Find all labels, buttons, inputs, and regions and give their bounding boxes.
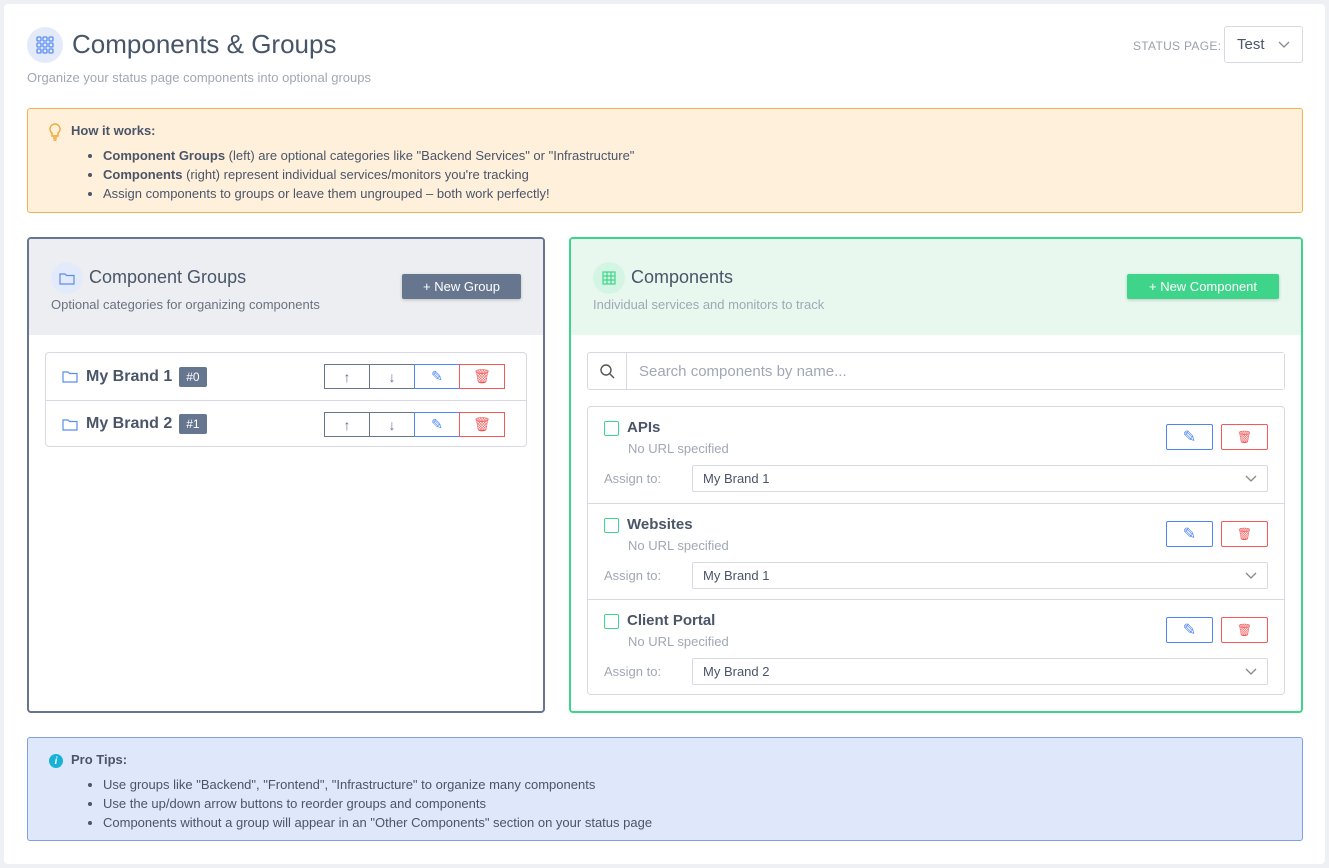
move-down-button[interactable]: ↓ [369, 364, 415, 389]
move-down-button[interactable]: ↓ [369, 412, 415, 437]
select-checkbox[interactable] [604, 614, 619, 629]
assign-label: Assign to: [604, 568, 662, 583]
group-name: My Brand 1 [86, 367, 173, 385]
pro-tips-title: Pro Tips: [71, 752, 128, 767]
component-name: APIs [627, 419, 661, 436]
new-component-button[interactable]: + New Component [1127, 274, 1279, 299]
delete-button[interactable]: 🗑 [1221, 521, 1268, 547]
component-name: Client Portal [627, 612, 716, 629]
groups-subtitle: Optional categories for organizing compo… [51, 297, 320, 312]
folder-icon [62, 371, 78, 383]
how-item: Assign components to groups or leave the… [103, 184, 634, 203]
grid-icon [27, 27, 63, 63]
tip-item: Use the up/down arrow buttons to reorder… [103, 794, 652, 813]
component-name: Websites [627, 516, 693, 533]
edit-button[interactable]: ✎ [1166, 424, 1213, 450]
assign-group-select[interactable]: My Brand 1 [692, 562, 1268, 589]
pro-tips-alert: i Pro Tips: Use groups like "Backend", "… [27, 737, 1303, 841]
folder-icon [62, 418, 78, 431]
chevron-down-icon [1245, 475, 1257, 482]
group-order-badge: #1 [179, 414, 207, 434]
edit-button[interactable]: ✎ [414, 412, 460, 437]
edit-button[interactable]: ✎ [1166, 521, 1213, 547]
info-icon: i [49, 754, 63, 768]
move-up-button[interactable]: ↑ [324, 364, 370, 389]
how-item: Components (right) represent individual … [103, 165, 634, 184]
component-url: No URL specified [628, 634, 729, 649]
new-group-button[interactable]: + New Group [402, 274, 521, 299]
search-input[interactable] [627, 353, 1284, 389]
assign-group-select[interactable]: My Brand 1 [692, 465, 1268, 492]
groups-list: My Brand 1 #0 ↑ ↓ ✎ 🗑 My Brand 2 #1 ↑ ↓ ✎ 🗑 [45, 352, 527, 447]
components-panel: Components Individual services and monit… [569, 237, 1303, 713]
select-checkbox[interactable] [604, 518, 619, 533]
delete-button[interactable]: 🗑 [459, 364, 505, 389]
move-up-button[interactable]: ↑ [324, 412, 370, 437]
status-page-value: Test [1237, 36, 1265, 53]
delete-button[interactable]: 🗑 [459, 412, 505, 437]
chevron-down-icon [1278, 41, 1290, 48]
group-row: My Brand 2 #1 ↑ ↓ ✎ 🗑 [46, 400, 526, 447]
main-card: Components & Groups Organize your status… [4, 4, 1325, 864]
component-groups-panel: Component Groups Optional categories for… [27, 237, 545, 713]
delete-button[interactable]: 🗑 [1221, 424, 1268, 450]
tip-item: Use groups like "Backend", "Frontend", "… [103, 775, 652, 794]
how-item: Component Groups (left) are optional cat… [103, 146, 634, 165]
status-page-label: STATUS PAGE: [1133, 39, 1222, 53]
assign-label: Assign to: [604, 471, 662, 486]
group-order-badge: #0 [179, 366, 207, 387]
tip-item: Components without a group will appear i… [103, 813, 652, 832]
component-row: Client Portal No URL specified ✎ 🗑 Assig… [588, 599, 1284, 695]
how-it-works-alert: How it works: Component Groups (left) ar… [27, 108, 1303, 213]
page-subtitle: Organize your status page components int… [27, 70, 371, 85]
table-icon [593, 262, 625, 294]
assign-group-select[interactable]: My Brand 2 [692, 658, 1268, 685]
component-row: Websites No URL specified ✎ 🗑 Assign to:… [588, 503, 1284, 599]
group-row: My Brand 1 #0 ↑ ↓ ✎ 🗑 [46, 353, 526, 400]
page-title: Components & Groups [72, 29, 337, 59]
lightbulb-icon [49, 123, 61, 141]
how-it-works-title: How it works: [71, 123, 156, 138]
select-checkbox[interactable] [604, 421, 619, 436]
delete-button[interactable]: 🗑 [1221, 617, 1268, 643]
edit-button[interactable]: ✎ [414, 364, 460, 389]
search-icon [588, 353, 627, 389]
component-url: No URL specified [628, 441, 729, 456]
edit-button[interactable]: ✎ [1166, 617, 1213, 643]
folder-icon [51, 262, 83, 294]
assign-label: Assign to: [604, 664, 662, 679]
component-row: APIs No URL specified ✎ 🗑 Assign to: My … [588, 407, 1284, 503]
components-subtitle: Individual services and monitors to trac… [593, 297, 825, 312]
chevron-down-icon [1245, 572, 1257, 579]
group-name: My Brand 2 [86, 415, 173, 432]
search-box [587, 352, 1285, 390]
components-list: APIs No URL specified ✎ 🗑 Assign to: My … [587, 406, 1285, 695]
component-url: No URL specified [628, 538, 729, 553]
components-title: Components [631, 267, 734, 287]
groups-title: Component Groups [89, 267, 247, 287]
status-page-select[interactable]: Test [1224, 26, 1303, 63]
chevron-down-icon [1245, 668, 1257, 675]
